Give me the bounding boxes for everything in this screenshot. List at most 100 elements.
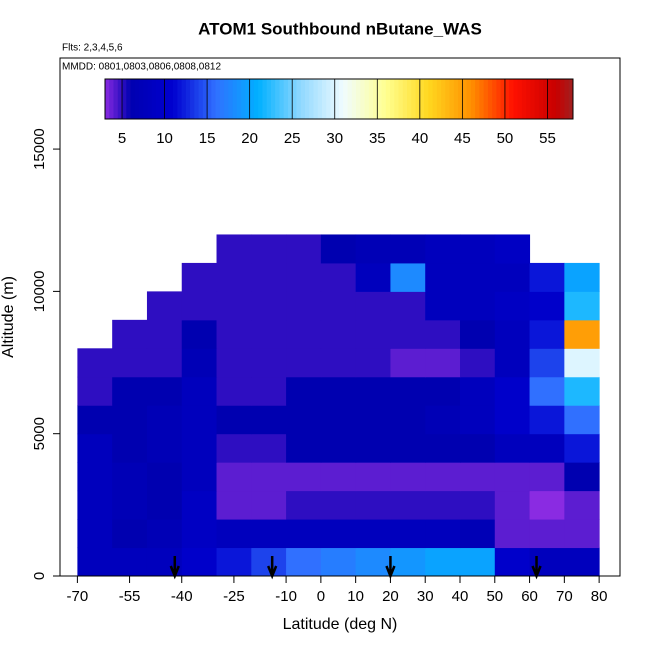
cell bbox=[77, 547, 113, 577]
cell bbox=[320, 262, 357, 292]
cell bbox=[286, 405, 322, 435]
cell bbox=[216, 234, 252, 264]
cell bbox=[251, 319, 287, 349]
cell bbox=[425, 348, 461, 378]
colorbar-segment bbox=[487, 79, 493, 119]
colorbar-segment bbox=[339, 79, 344, 119]
colorbar-segment bbox=[449, 79, 455, 119]
colorbar-segment bbox=[432, 79, 438, 119]
x-tick-label: 70 bbox=[556, 588, 573, 605]
cell bbox=[425, 405, 461, 435]
cell bbox=[390, 319, 426, 349]
cell bbox=[390, 433, 426, 463]
colorbar-segment bbox=[151, 79, 157, 119]
cell bbox=[425, 490, 461, 520]
cell bbox=[181, 519, 218, 549]
cell bbox=[460, 547, 496, 577]
cell bbox=[494, 547, 531, 577]
colorbar-segment bbox=[207, 79, 212, 119]
cell bbox=[77, 348, 113, 378]
cell bbox=[181, 376, 218, 406]
cell bbox=[425, 262, 461, 292]
cell bbox=[355, 519, 391, 549]
colorbar-segment bbox=[279, 79, 285, 119]
chart-title: ATOM1 Southbound nButane_WAS bbox=[198, 19, 482, 38]
colorbar-segment bbox=[402, 79, 408, 119]
cell bbox=[146, 433, 183, 463]
colorbar-segment bbox=[398, 79, 404, 119]
cell bbox=[390, 376, 426, 406]
y-tick-label: 10000 bbox=[31, 271, 48, 313]
colorbar-segment bbox=[202, 79, 208, 119]
cell bbox=[112, 348, 148, 378]
cell bbox=[286, 490, 322, 520]
colorbar-segment bbox=[470, 79, 476, 119]
colorbar-segment bbox=[555, 79, 561, 119]
colorbar-segment bbox=[164, 79, 170, 119]
colorbar-segment bbox=[249, 79, 255, 119]
cell bbox=[181, 490, 218, 520]
colorbar-segment bbox=[130, 79, 136, 119]
cell bbox=[320, 291, 357, 321]
cell bbox=[529, 319, 565, 349]
colorbar-segment bbox=[368, 79, 374, 119]
x-tick-label: 0 bbox=[317, 588, 325, 605]
cell bbox=[355, 319, 391, 349]
cell bbox=[564, 547, 600, 577]
cell bbox=[494, 348, 531, 378]
cell bbox=[564, 319, 600, 349]
colorbar-segment bbox=[428, 79, 434, 119]
colorbar-segment bbox=[530, 79, 536, 119]
cell bbox=[460, 262, 496, 292]
colorbar-segment bbox=[181, 79, 187, 119]
colorbar-segment bbox=[262, 79, 268, 119]
cell bbox=[494, 519, 531, 549]
cell bbox=[112, 547, 148, 577]
cell bbox=[181, 547, 218, 577]
cell bbox=[390, 234, 426, 264]
colorbar-segment bbox=[419, 79, 425, 119]
colorbar-frame bbox=[104, 78, 574, 120]
colorbar-segment bbox=[245, 79, 251, 119]
x-tick-label: 30 bbox=[417, 588, 434, 605]
colorbar-segment bbox=[236, 79, 242, 119]
cell bbox=[494, 405, 531, 435]
cell bbox=[460, 234, 496, 264]
cell bbox=[494, 319, 531, 349]
y-tick-label: 5000 bbox=[31, 417, 48, 450]
cell bbox=[251, 348, 287, 378]
colorbar-segment bbox=[292, 79, 297, 119]
colorbar-segment bbox=[109, 79, 115, 119]
colorbar-segment bbox=[113, 79, 119, 119]
cell bbox=[425, 547, 461, 577]
cell bbox=[494, 262, 531, 292]
cell bbox=[564, 291, 600, 321]
colorbar-segment bbox=[351, 79, 357, 119]
colorbar-segment bbox=[385, 79, 391, 119]
x-tick-label: 50 bbox=[486, 588, 503, 605]
colorbar-segment bbox=[287, 79, 293, 119]
cell bbox=[390, 262, 426, 292]
cell bbox=[460, 319, 496, 349]
cell bbox=[146, 405, 183, 435]
cell bbox=[320, 490, 357, 520]
cell bbox=[494, 291, 531, 321]
cell bbox=[146, 348, 183, 378]
annotation: Flts: 2,3,4,5,6 bbox=[62, 43, 123, 54]
cell bbox=[251, 433, 287, 463]
cell bbox=[181, 433, 218, 463]
colorbar-segment bbox=[492, 79, 497, 119]
colorbar-segment bbox=[211, 79, 217, 119]
cell bbox=[320, 433, 357, 463]
colorbar-segment bbox=[266, 79, 272, 119]
cell bbox=[320, 462, 357, 492]
cell bbox=[529, 376, 565, 406]
colorbar-segment bbox=[177, 79, 183, 119]
cell bbox=[146, 319, 183, 349]
colorbar-segment bbox=[219, 79, 225, 119]
colorbar-segment bbox=[147, 79, 153, 119]
colorbar-segment bbox=[407, 79, 412, 119]
cell bbox=[216, 519, 252, 549]
colorbar-segment bbox=[364, 79, 370, 119]
